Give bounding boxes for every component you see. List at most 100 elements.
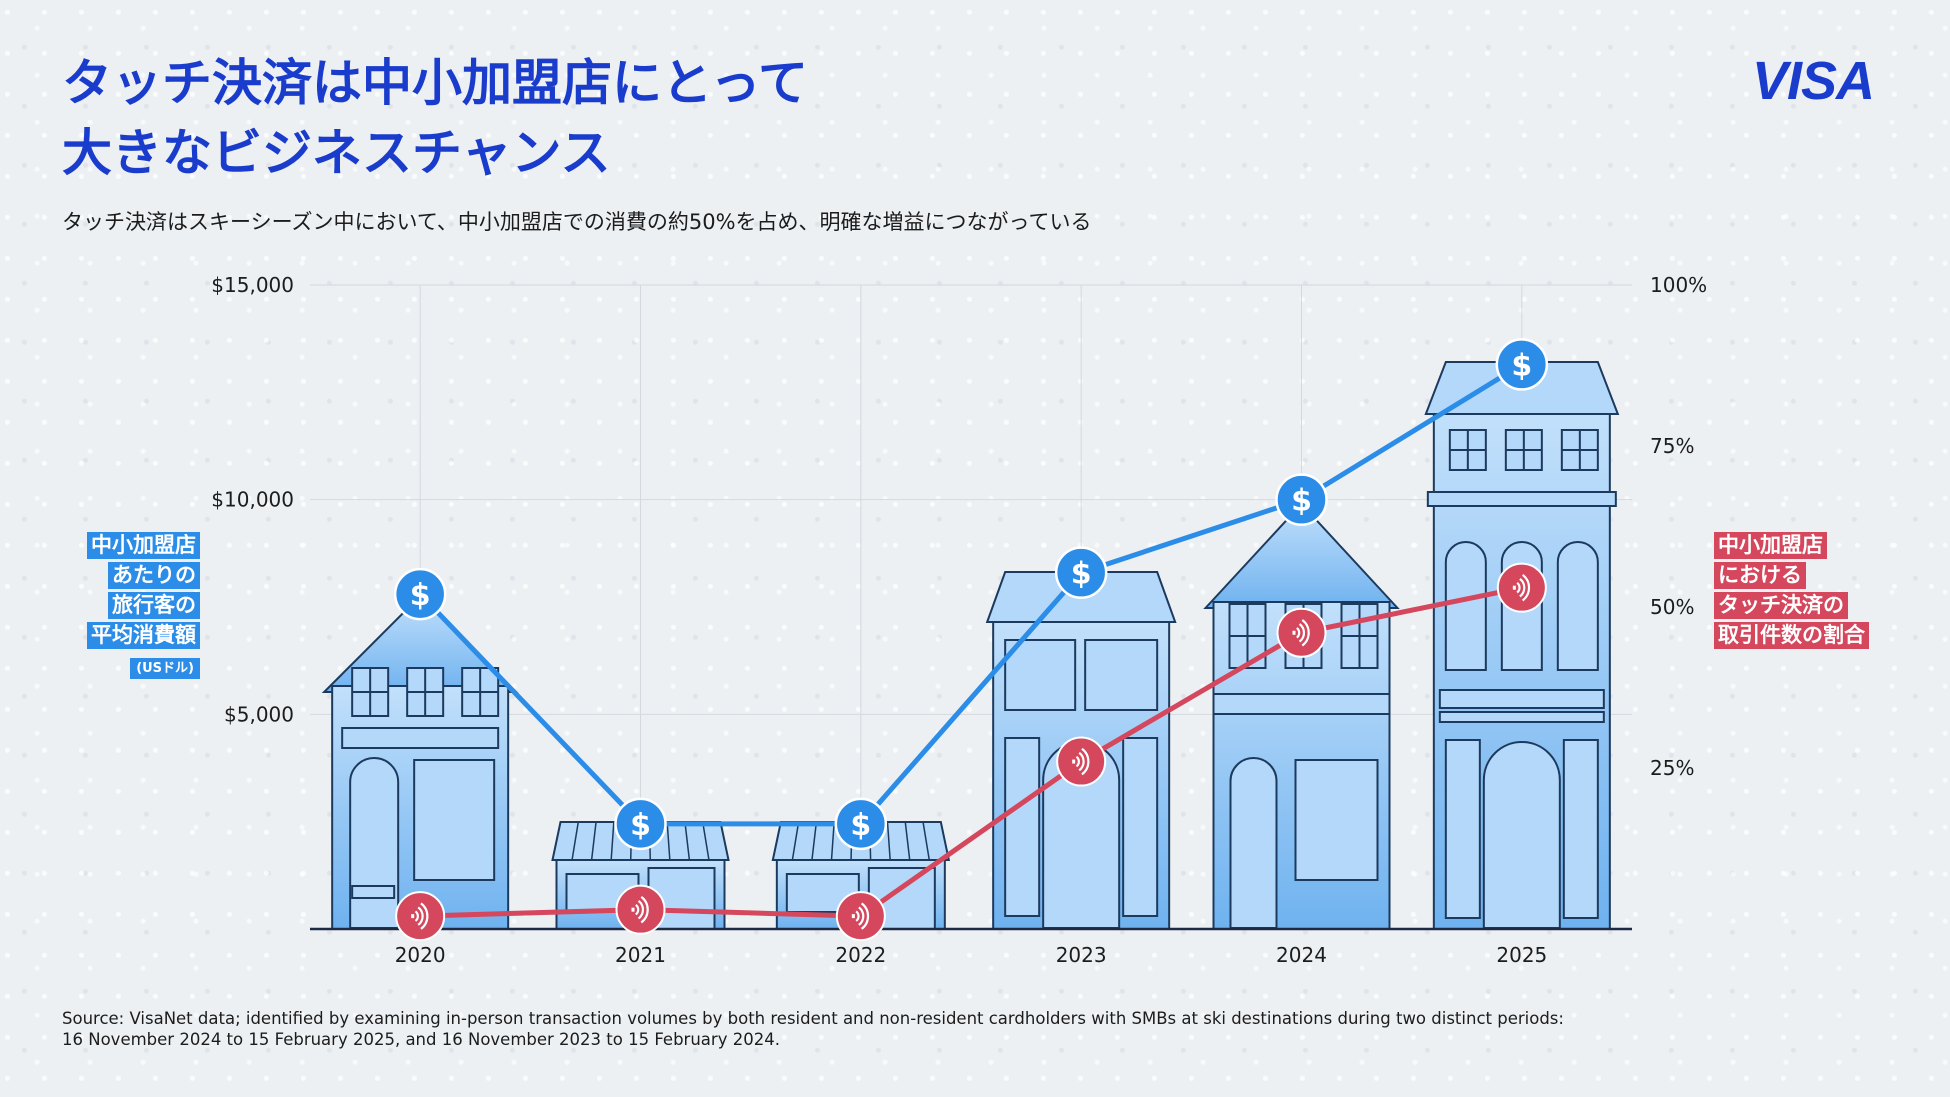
contactless-icon-wave (1516, 582, 1521, 594)
contactless-point (1056, 736, 1107, 787)
awning-stripe (571, 821, 580, 861)
contactless-icon-dot (1072, 759, 1076, 764)
y-right-tick-label: 25% (1650, 756, 1694, 780)
contactless-icon-wave (635, 904, 640, 916)
contactless-icon-dot (1512, 585, 1516, 590)
y-right-tick-label: 50% (1650, 595, 1694, 619)
contactless-icon-wave (1075, 755, 1080, 768)
building-2020-sign (341, 727, 500, 749)
legend-spend-line-3: 旅行客の (108, 592, 200, 619)
contactless-icon (631, 896, 649, 924)
legend-contactless-line-1: 中小加盟店 (1714, 532, 1827, 559)
building-2025-door (1482, 741, 1561, 929)
contactless-icon-wave (1078, 751, 1085, 772)
spend-point: $ (1054, 546, 1108, 599)
awning-stripe (791, 821, 800, 861)
spend-point: $ (1275, 473, 1328, 526)
legend-contactless: 中小加盟店 における タッチ決済の 取引件数の割合 (1714, 532, 1869, 652)
contactless-icon-dot (631, 907, 635, 912)
dollar-icon: $ (1511, 348, 1532, 383)
contactless-icon-wave (860, 902, 870, 930)
building-2023-pillar-left (1004, 737, 1041, 917)
y-left-tick-label: $15,000 (211, 273, 294, 297)
contactless-icon-wave (1301, 619, 1310, 647)
contactless-icon-wave (1521, 574, 1531, 602)
legend-spend-unit: (USドル) (130, 658, 200, 679)
contactless-icon-wave (1519, 578, 1526, 598)
building-2025-pillar-right (1562, 739, 1599, 919)
contactless-icon-wave (414, 910, 419, 922)
page-subtitle: タッチ決済はスキーシーズン中において、中小加盟店での消費の約50%を占め、明確な… (62, 210, 1092, 234)
building-illustrations (321, 361, 1620, 930)
title-line-1: タッチ決済は中小加盟店にとって (62, 54, 808, 112)
spend-point: $ (393, 567, 447, 621)
x-tick-label: 2020 (395, 943, 446, 967)
contactless-icon-wave (1298, 623, 1306, 643)
x-tick-label: 2025 (1496, 943, 1547, 967)
spend-marker (834, 797, 888, 851)
contactless-marker (615, 884, 666, 935)
spend-marker (1495, 338, 1549, 391)
legend-contactless-line-3: タッチ決済の (1714, 592, 1848, 619)
awning-stripe (830, 821, 835, 861)
legend-spend-line-2: あたりの (108, 562, 200, 589)
spend-marker (393, 567, 447, 621)
contactless-marker (395, 891, 446, 942)
contactless-icon (411, 902, 429, 930)
building-2020-mailslot (351, 885, 396, 899)
contactless-point (1276, 607, 1327, 658)
dollar-icon: $ (850, 808, 871, 843)
building-2024-door (1229, 757, 1278, 929)
contactless-icon-wave (637, 900, 645, 920)
title-line-2: 大きなビジネスチャンス (62, 124, 611, 182)
contactless-icon (1072, 747, 1090, 776)
dollar-icon: $ (1071, 557, 1092, 592)
building-2020-door (349, 757, 400, 929)
y-left-tick-label: $5,000 (224, 702, 294, 726)
building-2025-band-mid (1438, 689, 1605, 709)
x-tick-label: 2021 (615, 943, 666, 967)
awning-stripe (922, 821, 931, 861)
building-2020-shopwindow (413, 759, 496, 881)
spend-point: $ (614, 797, 667, 851)
contactless-icon-wave (420, 902, 429, 930)
contactless-icon-wave (858, 906, 865, 926)
dollar-icon: $ (410, 578, 431, 613)
contactless-point (395, 891, 446, 942)
chart-series: $ $ $ $ $ $ (393, 338, 1549, 942)
y-right-tick-label: 75% (1650, 434, 1694, 458)
building-2025-window-mid (1556, 541, 1599, 671)
series-contactless-line (420, 585, 1523, 919)
spend-marker (1275, 473, 1328, 526)
contactless-icon (851, 902, 870, 930)
awning-stripe (811, 821, 818, 861)
contactless-point (835, 891, 886, 942)
legend-spend: 中小加盟店 あたりの 旅行客の 平均消費額 (USドル) (87, 532, 200, 682)
x-tick-label: 2023 (1056, 943, 1107, 967)
contactless-icon-dot (411, 914, 415, 919)
awning-stripe (590, 821, 597, 861)
spend-point: $ (1495, 338, 1549, 391)
legend-contactless-line-4: 取引件数の割合 (1714, 622, 1869, 649)
awning-stripe (701, 821, 710, 861)
contactless-marker (835, 891, 886, 942)
awning-stripe (610, 821, 615, 861)
contactless-icon (1292, 619, 1310, 647)
x-tick-label: 2022 (835, 943, 886, 967)
contactless-icon-wave (1081, 747, 1090, 776)
contactless-icon-wave (417, 906, 424, 926)
contactless-icon-dot (851, 914, 855, 919)
awning-stripe (904, 821, 911, 861)
building-2023-window-left (1004, 639, 1077, 711)
page-title: タッチ決済は中小加盟店にとって 大きなビジネスチャンス (62, 48, 808, 188)
awning-stripe (684, 821, 691, 861)
contactless-marker (1276, 607, 1327, 658)
building-2024-band (1212, 693, 1391, 715)
legend-spend-line-1: 中小加盟店 (87, 532, 200, 559)
y-right-tick-label: 100% (1650, 273, 1707, 297)
awning-stripe (666, 821, 671, 861)
contactless-marker (1056, 736, 1107, 787)
series-spend-line (418, 362, 1524, 827)
contactless-marker (1496, 562, 1547, 613)
